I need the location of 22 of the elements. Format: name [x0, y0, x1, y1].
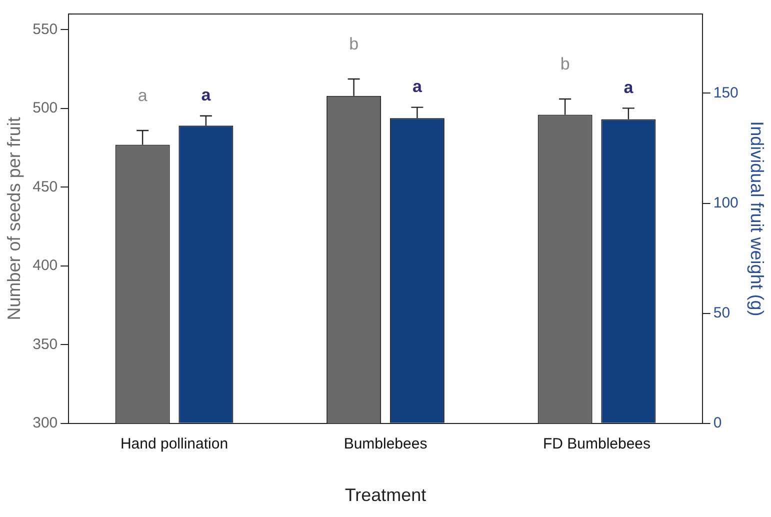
x-tick-label: FD Bumblebees	[542, 436, 651, 453]
x-axis-title: Treatment	[344, 485, 426, 506]
y2-axis-title: Individual fruit weight (g)	[747, 121, 768, 316]
annotation: b	[349, 34, 359, 54]
y-tick-label: 350	[32, 336, 58, 353]
y-tick-label: 500	[32, 100, 58, 117]
annotation: b	[560, 54, 570, 74]
annotation: a	[412, 77, 422, 96]
y2-tick-label: 150	[713, 84, 738, 102]
annotation: a	[138, 86, 148, 106]
y-tick-label: 400	[32, 257, 58, 274]
x-tick-label: Hand pollination	[120, 436, 228, 453]
y-axis-title: Number of seeds per fruit	[4, 117, 24, 320]
y-tick-label: 300	[32, 414, 58, 432]
y2-tick-label: 100	[713, 194, 738, 212]
y-tick-label: 550	[32, 20, 58, 38]
annotation: a	[201, 86, 212, 105]
annotation: a	[624, 78, 634, 97]
y2-tick-label: 50	[713, 304, 730, 322]
y-tick-label: 450	[32, 178, 58, 196]
y2-tick-label: 0	[713, 414, 722, 432]
x-tick-label: Bumblebees	[344, 436, 428, 453]
